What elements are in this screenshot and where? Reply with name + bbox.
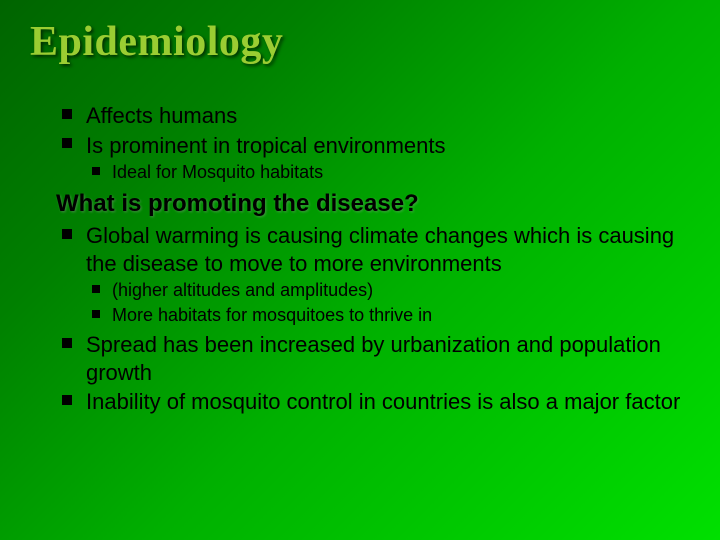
bullet-text: Affects humans	[86, 103, 237, 128]
list-item: Is prominent in tropical environments Id…	[56, 132, 690, 185]
bullet-text: Inability of mosquito control in countri…	[86, 389, 680, 414]
bullet-text: Spread has been increased by urbanizatio…	[86, 332, 661, 385]
bullet-list-1: Affects humans Is prominent in tropical …	[56, 102, 690, 184]
bullet-text: (higher altitudes and amplitudes)	[112, 280, 373, 300]
list-item: Affects humans	[56, 102, 690, 130]
sub-bullet-list: Ideal for Mosquito habitats	[86, 161, 690, 184]
list-item: Inability of mosquito control in countri…	[56, 388, 690, 416]
slide-title: Epidemiology	[30, 18, 690, 66]
sub-bullet-list: (higher altitudes and amplitudes) More h…	[86, 279, 690, 327]
bullet-text: Ideal for Mosquito habitats	[112, 162, 323, 182]
slide: Epidemiology Affects humans Is prominent…	[0, 0, 720, 540]
slide-content: Affects humans Is prominent in tropical …	[30, 102, 690, 416]
bullet-text: Global warming is causing climate change…	[86, 223, 674, 276]
bullet-text: Is prominent in tropical environments	[86, 133, 446, 158]
section-subheading: What is promoting the disease?	[56, 190, 690, 218]
list-item: More habitats for mosquitoes to thrive i…	[86, 304, 690, 327]
bullet-text: More habitats for mosquitoes to thrive i…	[112, 305, 432, 325]
list-item: Global warming is causing climate change…	[56, 222, 690, 327]
bullet-list-2: Global warming is causing climate change…	[56, 222, 690, 416]
list-item: Spread has been increased by urbanizatio…	[56, 331, 690, 386]
list-item: (higher altitudes and amplitudes)	[86, 279, 690, 302]
list-item: Ideal for Mosquito habitats	[86, 161, 690, 184]
